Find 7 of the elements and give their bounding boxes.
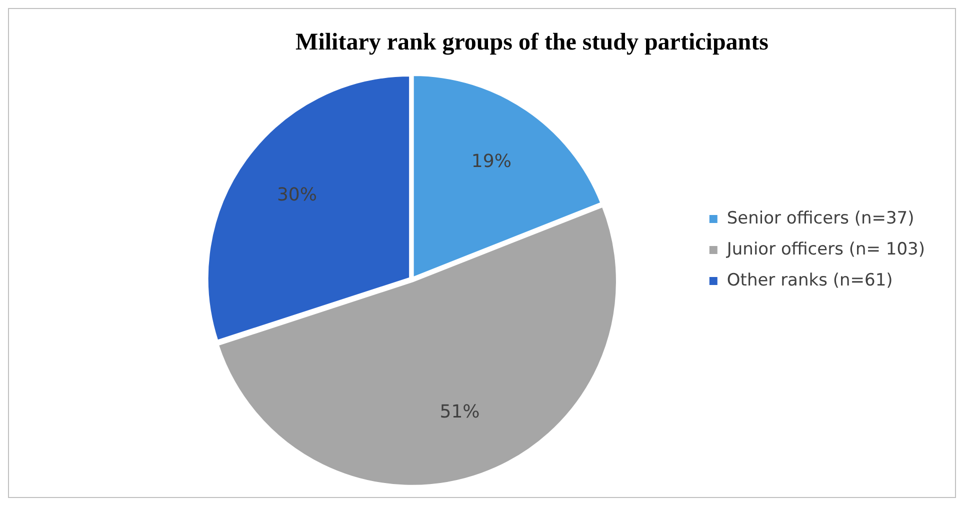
data-label: 51% (440, 402, 480, 423)
data-label: 19% (471, 150, 512, 172)
legend-label: Other ranks (n=61) (726, 270, 893, 290)
legend-label: Senior officers (n=37) (726, 208, 914, 228)
legend-label: Junior officers (n= 103) (726, 239, 926, 260)
chart-title: Military rank groups of the study participants (296, 30, 768, 56)
data-label: 30% (276, 184, 317, 206)
